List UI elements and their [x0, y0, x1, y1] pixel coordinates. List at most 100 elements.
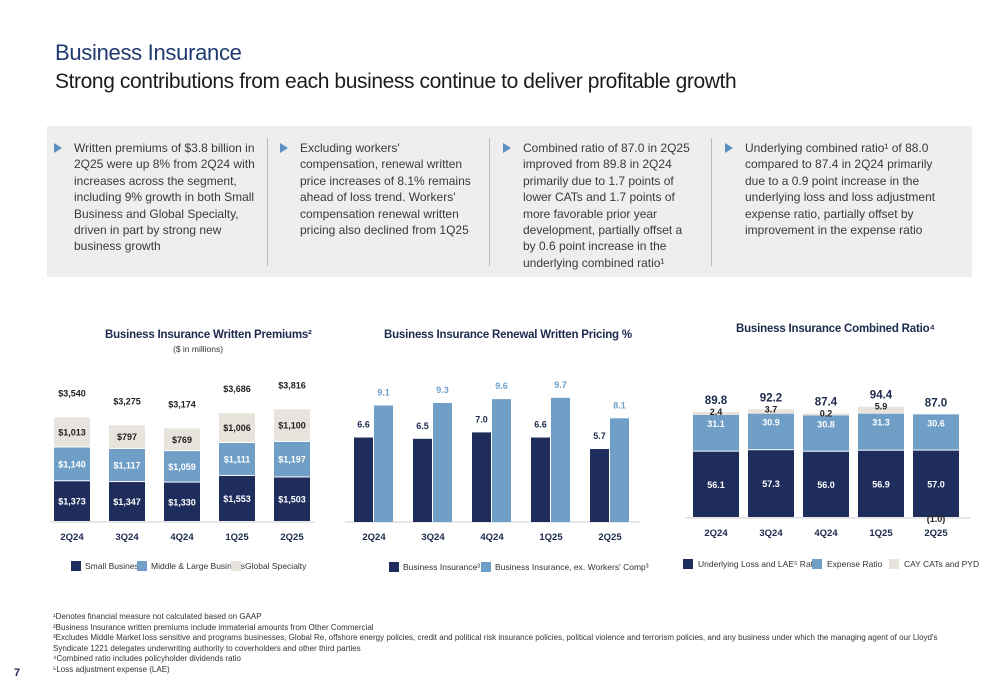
- pricing-x-tick: 2Q24: [362, 532, 386, 543]
- pricing-bar-label: 6.6: [534, 420, 547, 430]
- premiums-total-label: $3,540: [58, 388, 86, 398]
- bullet-combined-ratio: Combined ratio of 87.0 in 2Q25 improved …: [503, 140, 698, 271]
- premiums-total-label: $3,816: [278, 380, 306, 390]
- premiums-bar-middle-large-business: [164, 451, 200, 482]
- premiums-bar-global-specialty: [109, 425, 145, 448]
- premiums-total-label: $3,275: [113, 396, 141, 406]
- combined-bar-label: 30.9: [762, 418, 780, 428]
- pricing-x-tick: 3Q24: [421, 532, 445, 543]
- combined-bar-underlying-loss: [693, 451, 739, 517]
- combined-bar-expense-ratio: [858, 413, 904, 450]
- pricing-x-tick: 4Q24: [480, 532, 504, 543]
- combined-bar-label: 30.8: [817, 419, 835, 429]
- bullet-arrow-icon: [503, 143, 511, 153]
- combined-bar-expense-ratio: [803, 415, 849, 451]
- pricing-bar-label: 9.1: [377, 388, 390, 398]
- bullet-arrow-icon: [54, 143, 62, 153]
- footnote: Syndicate 1221 delegates underwriting au…: [53, 643, 361, 653]
- premiums-bar-global-specialty: [274, 409, 310, 441]
- bullet-text: Written premiums of $3.8 billion in 2Q25…: [74, 141, 255, 254]
- premiums-x-tick: 4Q24: [170, 532, 194, 543]
- page-title: Business Insurance: [55, 40, 242, 65]
- pricing-bar-label: 6.5: [416, 421, 429, 431]
- premiums-bar-label: $1,117: [113, 461, 140, 471]
- pricing-bar-ex-workers-comp: [551, 397, 570, 522]
- combined-total-label: 89.8: [705, 395, 728, 407]
- premiums-total-label: $3,686: [223, 384, 251, 394]
- premiums-bar-label: $1,100: [278, 421, 306, 431]
- pricing-bar-ex-workers-comp: [492, 399, 511, 522]
- combined-bar-expense-ratio: [693, 414, 739, 451]
- pricing-bar-business-insurance: [590, 449, 609, 522]
- premiums-bar-small-business: [54, 481, 90, 521]
- premiums-x-tick: 3Q24: [115, 532, 139, 543]
- pricing-x-tick: 1Q25: [539, 532, 563, 543]
- legend-ex-workers-comp: Business Insurance, ex. Workers' Comp³: [495, 562, 649, 572]
- combined-bar-cay-cats: [913, 518, 959, 519]
- bullet-pricing: Excluding workers' compensation, renewal…: [280, 140, 475, 238]
- pricing-bar-business-insurance: [354, 437, 373, 522]
- combined-total-label: 92.2: [760, 392, 782, 404]
- footnote: ²Business Insurance written premiums inc…: [53, 622, 374, 632]
- legend-swatch-cay-cats: [889, 559, 899, 569]
- legend-swatch-business-insurance: [389, 562, 399, 572]
- footnote: ³Excludes Middle Market loss sensitive a…: [53, 633, 938, 643]
- legend-expense-ratio: Expense Ratio: [827, 559, 883, 569]
- bullet-premiums: Written premiums of $3.8 billion in 2Q25…: [54, 140, 269, 255]
- pricing-bar-label: 5.7: [593, 431, 606, 441]
- combined-total-label: 87.4: [815, 396, 838, 408]
- combined-total-label: 87.0: [925, 397, 947, 409]
- pricing-bar-label: 7.0: [475, 414, 488, 424]
- premiums-bar-label: $1,330: [168, 497, 196, 507]
- premiums-bar-label: $1,013: [58, 427, 86, 437]
- combined-x-tick: 2Q25: [924, 528, 948, 539]
- bullet-text: Combined ratio of 87.0 in 2Q25 improved …: [523, 141, 690, 270]
- pricing-bar-business-insurance: [413, 438, 432, 522]
- premiums-bar-small-business: [164, 482, 200, 521]
- premiums-bar-global-specialty: [54, 417, 90, 447]
- divider: [489, 138, 490, 266]
- combined-bar-label: 31.3: [872, 418, 890, 428]
- pricing-bar-label: 8.1: [613, 400, 626, 410]
- combined-bar-label: 57.0: [927, 479, 945, 489]
- combined-bar-label: 56.1: [707, 480, 725, 490]
- pricing-bar-ex-workers-comp: [374, 405, 393, 522]
- premiums-bar-label: $1,006: [223, 423, 251, 433]
- legend-swatch-small-business: [71, 561, 81, 571]
- legend-swatch-middle-large: [137, 561, 147, 571]
- premiums-bar-label: $1,553: [223, 494, 251, 504]
- bullet-text: Underlying combined ratio¹ of 88.0 compa…: [745, 141, 936, 238]
- premiums-bar-label: $769: [172, 435, 192, 445]
- combined-bar-label: 30.6: [927, 418, 945, 428]
- combined-x-tick: 3Q24: [759, 528, 783, 539]
- legend-swatch-ex-workers-comp: [481, 562, 491, 572]
- premiums-chart-subtitle: ($ in millions): [173, 344, 224, 354]
- footnote: ⁵Loss adjustment expense (LAE): [53, 664, 170, 674]
- legend-business-insurance: Business Insurance³: [403, 562, 481, 572]
- premiums-bar-small-business: [274, 477, 310, 521]
- premiums-bar-label: $1,140: [58, 459, 86, 469]
- premiums-bar-middle-large-business: [274, 441, 310, 477]
- bullet-text: Excluding workers' compensation, renewal…: [300, 141, 471, 238]
- legend-swatch-underlying-loss: [683, 559, 693, 569]
- bullet-arrow-icon: [280, 143, 288, 153]
- pricing-bar-label: 9.6: [495, 381, 508, 391]
- legend-small-business: Small Business: [85, 561, 144, 571]
- combined-bar-underlying-loss: [748, 450, 794, 517]
- pricing-bar-label: 6.6: [357, 420, 370, 430]
- premiums-chart-title: Business Insurance Written Premiums²: [105, 329, 312, 341]
- pricing-bar-label: 9.3: [436, 385, 449, 395]
- combined-bar-expense-ratio: [913, 414, 959, 450]
- combined-x-tick: 4Q24: [814, 528, 838, 539]
- pricing-chart-title: Business Insurance Renewal Written Prici…: [384, 329, 632, 341]
- footnotes: ¹Denotes financial measure not calculate…: [53, 612, 938, 676]
- combined-bar-underlying-loss: [858, 450, 904, 517]
- bullet-underlying: Underlying combined ratio¹ of 88.0 compa…: [725, 140, 945, 238]
- page-number: 7: [14, 667, 21, 679]
- combined-bar-cay-cats: [803, 413, 849, 416]
- legend-middle-large: Middle & Large Business: [151, 561, 246, 571]
- combined-bar-cay-cats: [748, 409, 794, 414]
- combined-bar-label: 31.1: [707, 419, 725, 429]
- legend-swatch-global-specialty: [231, 561, 241, 571]
